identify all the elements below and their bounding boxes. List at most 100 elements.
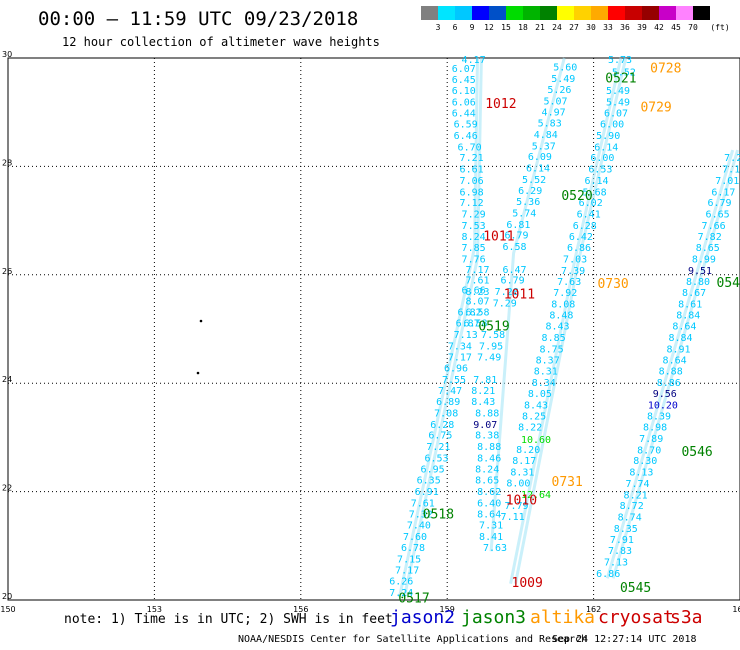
wave-height-value: 5.26 [547, 85, 571, 96]
wave-height-value: 6.09 [528, 152, 552, 163]
wave-height-value: 5.36 [516, 197, 540, 208]
wave-height-value: 8.22 [518, 423, 542, 434]
wave-height-value: 8.48 [549, 310, 573, 321]
wave-height-value: 7.63 [557, 277, 581, 288]
pass-time-label: 0545 [620, 581, 651, 596]
track-line [605, 149, 735, 579]
wave-height-value: 7.58 [481, 330, 505, 341]
map-frame [7, 57, 740, 601]
wave-height-value: 6.07 [604, 109, 628, 120]
legend-tick-label: 15 [501, 23, 511, 32]
wave-height-value: 7.29 [462, 210, 486, 221]
wave-height-value: 6.35 [417, 476, 441, 487]
wave-height-value: 7.61 [411, 498, 435, 509]
legend-swatch [523, 6, 540, 20]
wave-height-value: 6.81 [506, 220, 530, 231]
wave-height-value: 5.49 [606, 86, 630, 97]
chart-title: 00:00 – 11:59 UTC 09/23/2018 [38, 8, 359, 30]
legend-tick-label: 30 [586, 23, 596, 32]
wave-height-value: 8.80 [686, 277, 710, 288]
wave-height-value: 7.81 [473, 375, 497, 386]
wave-height-value: 7.21 [460, 153, 484, 164]
legend-swatch [472, 6, 489, 20]
wave-height-value: 8.43 [471, 397, 495, 408]
pass-time-label: 0517 [398, 591, 429, 606]
wave-height-value: 7.24 [389, 588, 413, 599]
pass-time-label: 0547 [717, 276, 740, 291]
wave-height-value: 8.35 [614, 524, 638, 535]
wave-height-value: 8.70 [637, 445, 661, 456]
wave-height-value: 7.89 [639, 434, 663, 445]
wave-height-value: 7.06 [460, 176, 484, 187]
wave-height-value: 6.46 [454, 131, 478, 142]
wave-height-value: 7.17 [395, 566, 419, 577]
legend-swatch [540, 6, 557, 20]
wave-height-value: 7.11 [501, 512, 525, 523]
wave-height-value: 5.83 [538, 119, 562, 130]
wave-height-value: 7.29 [493, 298, 517, 309]
wave-height-value: 7.74 [625, 479, 649, 490]
wave-height-value: 8.84 [668, 333, 692, 344]
pass-time-label: 1011 [483, 229, 514, 244]
wave-height-value: 7.61 [465, 276, 489, 287]
satellite-name: altika [530, 607, 596, 628]
legend-swatch [438, 6, 455, 20]
wave-height-value: 8.65 [696, 243, 720, 254]
wave-height-value: 8.72 [620, 501, 644, 512]
y-tick-label: 20 [2, 592, 12, 601]
wave-height-value: 8.99 [692, 255, 716, 266]
color-scale-legend [421, 6, 710, 20]
wave-height-value: 7.95 [479, 341, 503, 352]
wave-height-value: 6.29 [518, 186, 542, 197]
wave-height-value: 6.06 [452, 97, 476, 108]
wave-height-value: 6.79 [707, 198, 731, 209]
wave-height-value: 8.85 [542, 333, 566, 344]
pass-time-label: 0519 [478, 319, 509, 334]
wave-height-value: 7.92 [553, 288, 577, 299]
island-dot [196, 371, 200, 375]
wave-height-value: 7.32 [409, 509, 433, 520]
wave-height-value: 6.53 [588, 165, 612, 176]
wave-height-value: 8.67 [682, 288, 706, 299]
pass-time-label: 0546 [681, 445, 712, 460]
timestamp-text: Sep 24 12:27:14 UTC 2018 [552, 634, 697, 645]
wave-height-value: 5.52 [612, 68, 636, 79]
legend-swatch [676, 6, 693, 20]
wave-height-value: 8.74 [618, 513, 642, 524]
wave-height-value: 7.15 [397, 554, 421, 565]
wave-height-value: 5.49 [606, 97, 630, 108]
wave-height-value: 6.47 [502, 265, 526, 276]
wave-height-value: 8.64 [672, 322, 696, 333]
legend-swatch [421, 6, 438, 20]
legend-swatch [489, 6, 506, 20]
wave-height-value: 8.75 [540, 345, 564, 356]
wave-height-value: 4.84 [534, 130, 558, 141]
wave-height-value: 7.49 [477, 353, 501, 364]
wave-height-value: 6.78 [401, 543, 425, 554]
wave-height-value: 7.28 [495, 287, 519, 298]
wave-height-value: 7.39 [561, 266, 585, 277]
wave-height-value: 5.52 [522, 175, 546, 186]
wave-height-value: 8.31 [534, 367, 558, 378]
pass-time-label: 0521 [605, 72, 636, 87]
wave-height-value: 7.31 [479, 521, 503, 532]
wave-height-value: 6.61 [460, 165, 484, 176]
axis-ticks: 150 153 156 159 162 165 20 22 24 26 28 30 [0, 50, 740, 614]
wave-height-value: 5.90 [596, 131, 620, 142]
wave-height-value: 7.12 [460, 198, 484, 209]
legend-tick-label: 18 [518, 23, 528, 32]
wave-height-value: 7.66 [702, 221, 726, 232]
x-tick-label: 159 [440, 605, 455, 614]
wave-height-value: 5.49 [551, 74, 575, 85]
wave-height-value: 8.08 [551, 300, 575, 311]
wave-height-value: 7.60 [403, 532, 427, 543]
y-tick-label: 22 [2, 484, 12, 493]
wave-height-value: 6.53 [424, 454, 448, 465]
wave-height-value: 6.28 [573, 221, 597, 232]
wave-height-value: 6.07 [452, 64, 476, 75]
legend-swatch [642, 6, 659, 20]
wave-height-value: 6.42 [569, 232, 593, 243]
wave-height-value: 9.56 [653, 389, 677, 400]
wave-height-value: 8.23 [465, 287, 489, 298]
